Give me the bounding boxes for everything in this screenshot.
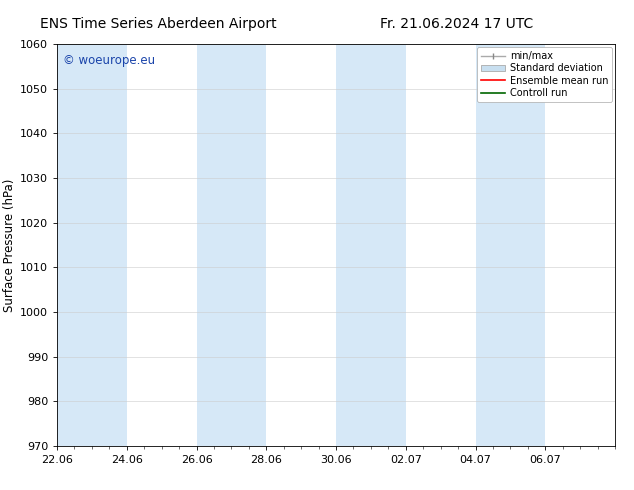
Y-axis label: Surface Pressure (hPa): Surface Pressure (hPa) [3,178,16,312]
Bar [57,44,127,446]
Bar [197,44,266,446]
Bar [476,44,545,446]
Text: ENS Time Series Aberdeen Airport: ENS Time Series Aberdeen Airport [40,17,277,31]
Text: Fr. 21.06.2024 17 UTC: Fr. 21.06.2024 17 UTC [380,17,533,31]
Text: © woeurope.eu: © woeurope.eu [63,54,155,67]
Legend: min/max, Standard deviation, Ensemble mean run, Controll run: min/max, Standard deviation, Ensemble me… [477,47,612,102]
Bar [336,44,406,446]
